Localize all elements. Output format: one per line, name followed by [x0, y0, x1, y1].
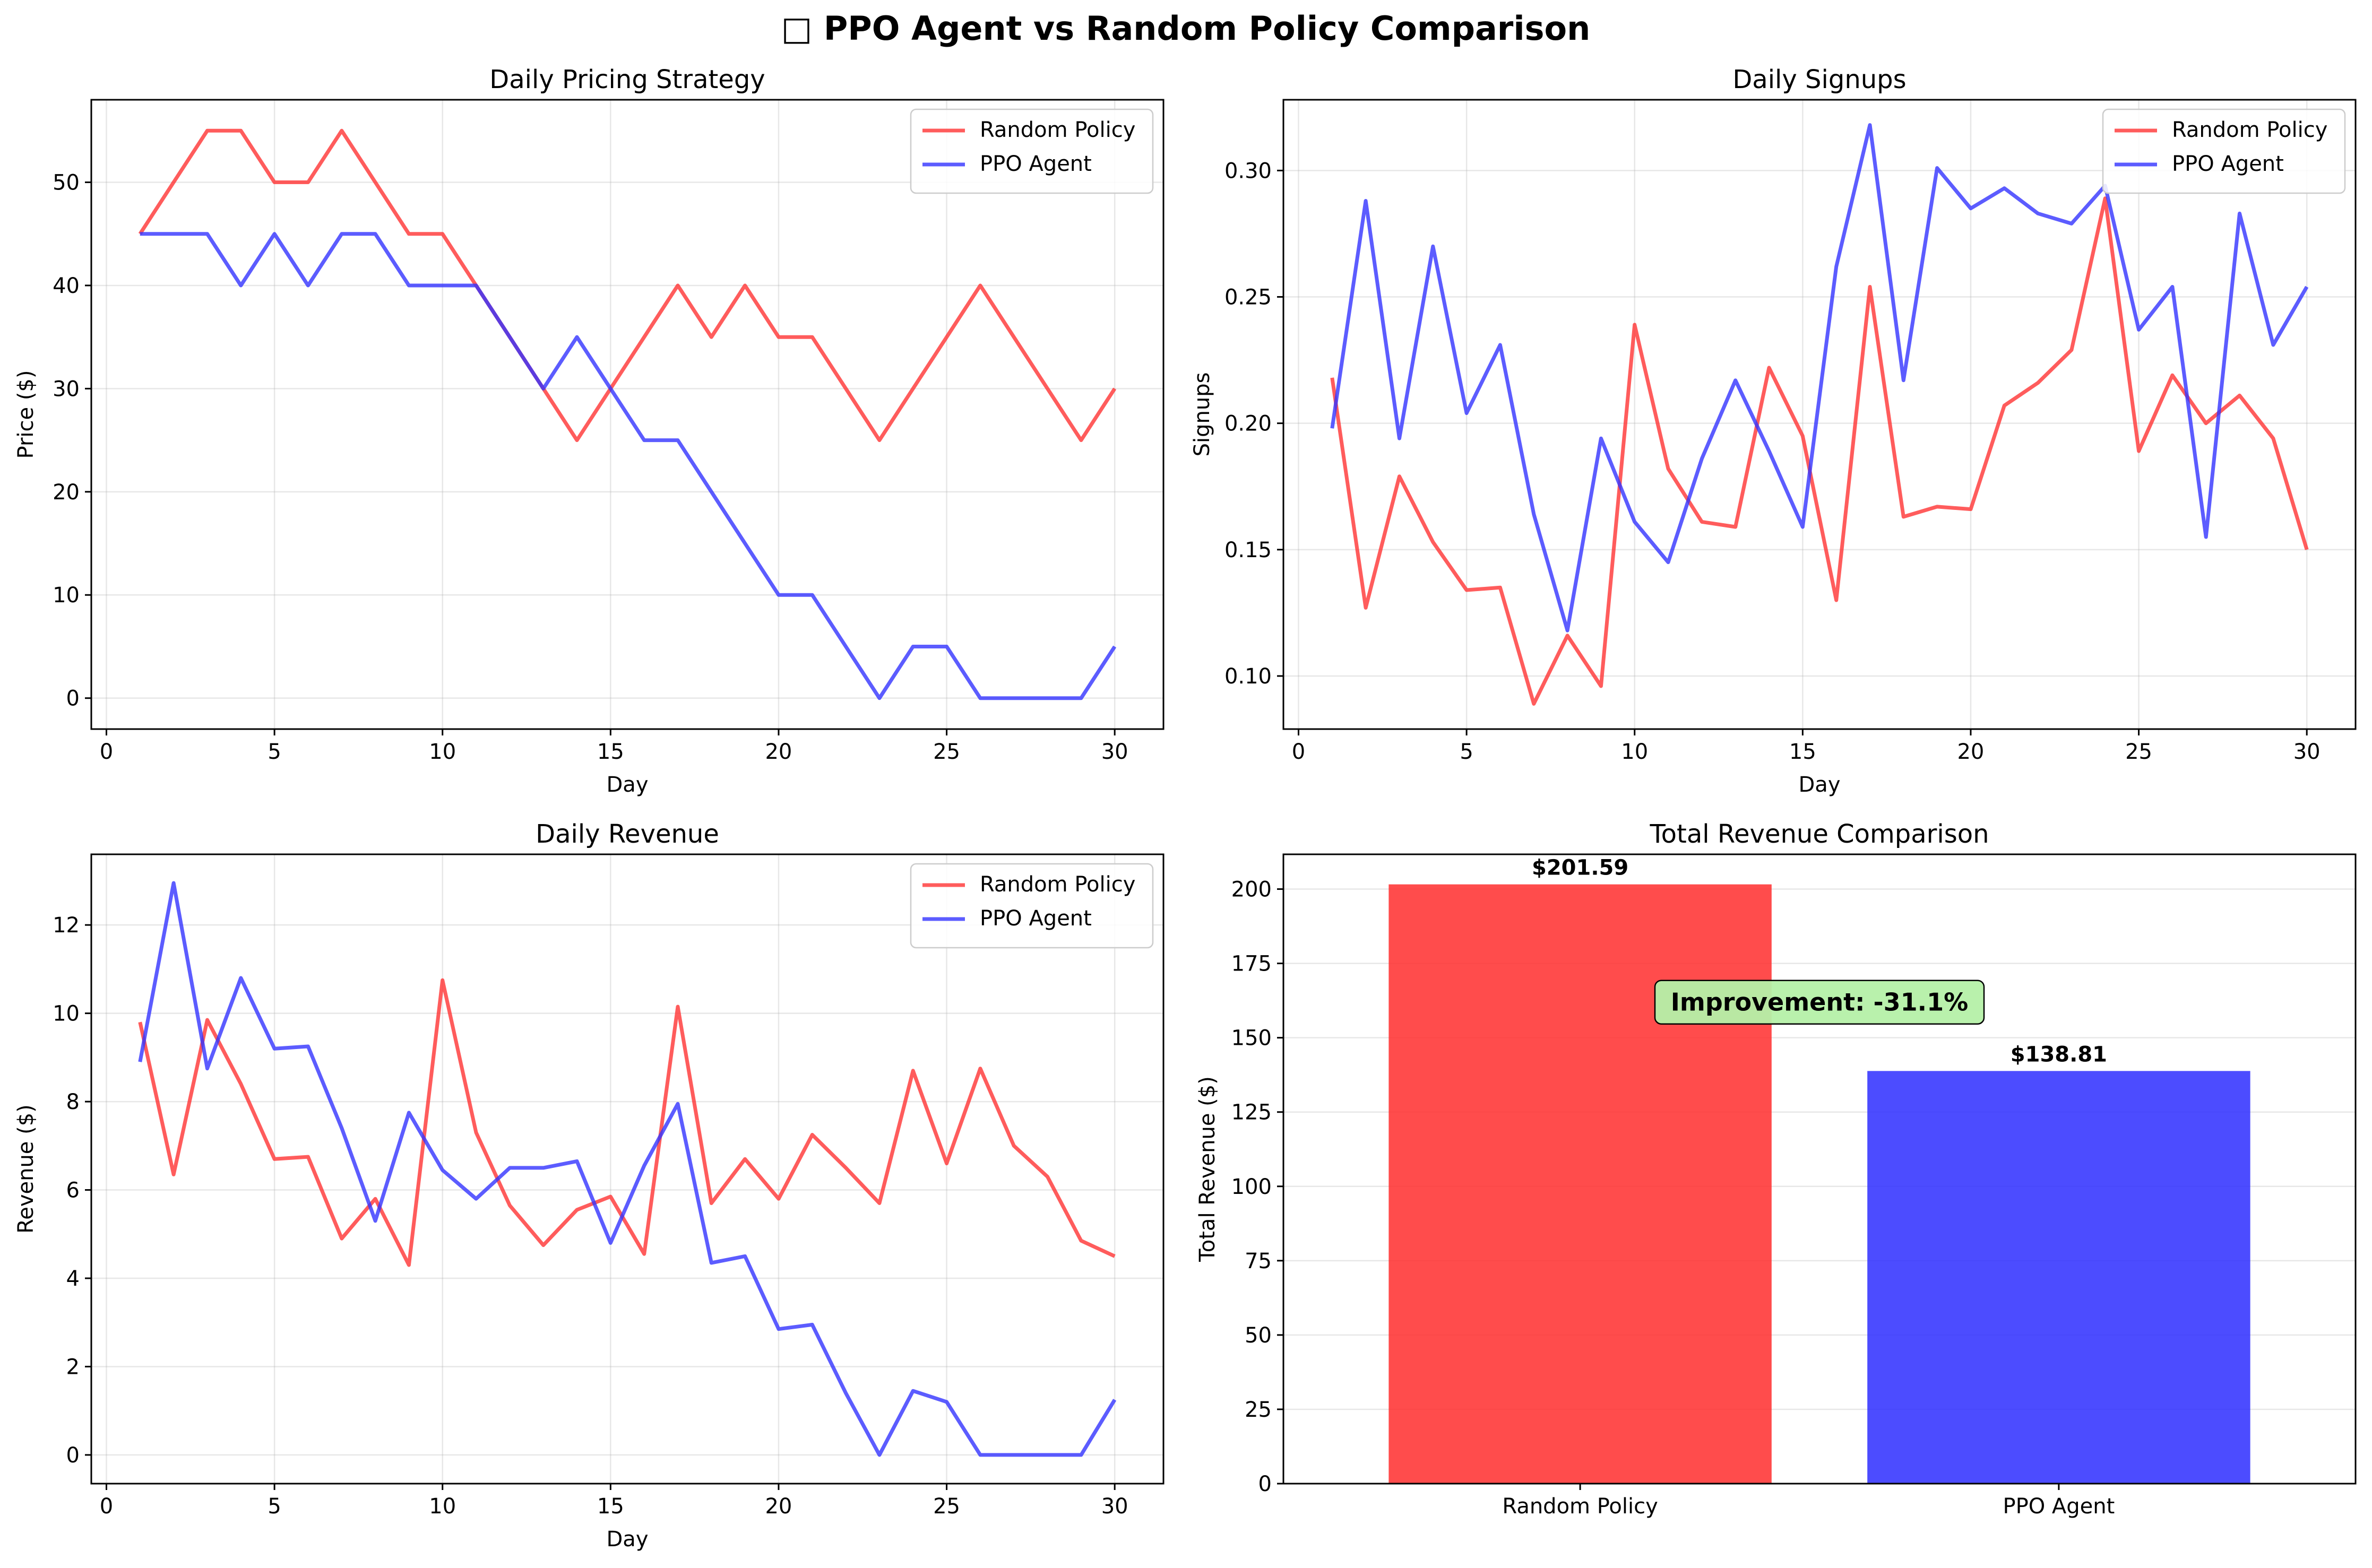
y-tick-label: 50 [1245, 1323, 1272, 1348]
x-tick-label: 30 [1101, 1494, 1128, 1519]
panel-price: 0 5 10 15 20 25 30 0 10 20 30 40 50 Daily Pricing Str… [14, 65, 1165, 797]
annotation-box [1654, 980, 1985, 1025]
legend-frame [910, 863, 1154, 949]
x-tick-label: 25 [933, 1494, 960, 1519]
x-tick-label: 5 [268, 740, 281, 764]
y-tick-label: 10 [53, 583, 80, 608]
legend-label: Random Policy [980, 118, 1135, 142]
legend-label: PPO Agent [980, 152, 1092, 176]
y-axis-label: Price ($) [14, 370, 38, 459]
x-tick-label: 10 [429, 740, 456, 764]
y-tick-label: 4 [66, 1267, 80, 1291]
series-line-random [138, 978, 1116, 1267]
axes-frame [90, 99, 1165, 730]
y-tick-label: 0 [1258, 1472, 1272, 1496]
x-tick-label: 25 [933, 740, 960, 764]
x-tick-label: 10 [1621, 740, 1648, 764]
y-tick-label: 75 [1245, 1249, 1272, 1274]
chart-title: Daily Pricing Strategy [489, 65, 765, 94]
y-tick-label: 0 [66, 687, 80, 711]
y-tick-label: 125 [1231, 1101, 1272, 1125]
y-tick-label: 25 [1245, 1398, 1272, 1422]
y-tick-label: 200 [1231, 878, 1272, 902]
x-tick-label: 15 [597, 740, 624, 764]
legend-frame [910, 108, 1154, 194]
x-tick-label: 5 [268, 1494, 281, 1519]
x-tick-label: 15 [597, 1494, 624, 1519]
axes-frame [1282, 99, 2357, 730]
legend-label: PPO Agent [980, 906, 1092, 931]
annotation-text: Improvement: -31.1% [1671, 988, 1968, 1017]
figure-title: □ PPO Agent vs Random Policy Comparison [781, 9, 1591, 48]
x-tick-label: 20 [765, 1494, 792, 1519]
legend-label: Random Policy [2172, 118, 2327, 142]
y-tick-label: 0.20 [1224, 412, 1272, 436]
series-line-random [138, 128, 1117, 443]
x-tick-label: 20 [1957, 740, 1984, 764]
legend: Random Policy PPO Agent [2102, 108, 2346, 194]
x-tick-label: 0 [100, 1494, 113, 1519]
x-axis-label: Day [607, 773, 649, 797]
y-tick-label: 40 [53, 274, 80, 298]
y-tick-label: 2 [66, 1355, 80, 1379]
x-tick-label: 25 [2125, 740, 2152, 764]
legend-label: Random Policy [980, 872, 1135, 897]
bar-value-label: $201.59 [1532, 856, 1628, 880]
y-tick-label: 6 [66, 1179, 80, 1203]
legend: Random Policy PPO Agent [910, 863, 1154, 949]
x-tick-label: 30 [2293, 740, 2321, 764]
panel-revenue: 0 5 10 15 20 25 30 0 2 4 6 8 10 12 Daily Revenue Day Rev… [14, 819, 1165, 1552]
series-line-ppo [138, 881, 1117, 1457]
y-tick-label: 50 [53, 171, 80, 195]
y-tick-label: 100 [1231, 1175, 1272, 1199]
legend-label: PPO Agent [2172, 152, 2284, 176]
improvement-annotation: Improvement: -31.1% [1654, 980, 1985, 1025]
y-axis-label: Revenue ($) [14, 1104, 38, 1234]
y-tick-label: 0.25 [1224, 285, 1272, 310]
y-tick-label: 0 [66, 1443, 80, 1468]
x-axis-label: Day [607, 1527, 649, 1552]
axes-frame [90, 853, 1165, 1485]
x-tick-label: Random Policy [1502, 1494, 1658, 1519]
y-tick-label: 0.30 [1224, 159, 1272, 183]
chart-title: Total Revenue Comparison [1649, 819, 1989, 849]
y-tick-label: 150 [1231, 1026, 1272, 1051]
series-line-ppo [140, 232, 1117, 700]
x-tick-label: PPO Agent [2003, 1494, 2115, 1519]
series-line-random [1330, 196, 2309, 706]
x-tick-label: 20 [765, 740, 792, 764]
y-tick-label: 30 [53, 377, 80, 401]
y-tick-label: 12 [53, 913, 80, 938]
x-axis-label: Day [1799, 773, 1841, 797]
panel-total: $201.59 $138.81 Improvement: -31.1% Random … [1195, 819, 2357, 1519]
chart-title: Daily Signups [1732, 65, 1906, 94]
x-tick-label: 10 [429, 1494, 456, 1519]
y-tick-label: 0.15 [1224, 538, 1272, 562]
bar-ppo [1867, 1071, 2250, 1484]
x-tick-label: 0 [1292, 740, 1305, 764]
panel-signups: 0 5 10 15 20 25 30 0.10 0.15 0.20 0.25 0.30 Daily Si… [1190, 65, 2357, 797]
x-tick-label: 30 [1101, 740, 1128, 764]
y-tick-label: 8 [66, 1090, 80, 1114]
chart-title: Daily Revenue [536, 819, 719, 849]
series-line-ppo [1330, 123, 2309, 633]
y-axis-label: Signups [1190, 372, 1214, 457]
legend: Random Policy PPO Agent [910, 108, 1154, 194]
x-tick-label: 0 [100, 740, 113, 764]
y-tick-label: 20 [53, 480, 80, 505]
y-tick-label: 175 [1231, 952, 1272, 976]
y-tick-label: 10 [53, 1002, 80, 1026]
x-tick-label: 5 [1460, 740, 1473, 764]
legend-frame [2102, 108, 2346, 194]
axes-frame [1282, 853, 2357, 1485]
y-axis-label: Total Revenue ($) [1195, 1076, 1220, 1262]
bar-random [1388, 884, 1772, 1484]
y-tick-label: 0.10 [1224, 664, 1272, 689]
x-tick-label: 15 [1789, 740, 1816, 764]
bar-value-label: $138.81 [2011, 1042, 2107, 1067]
